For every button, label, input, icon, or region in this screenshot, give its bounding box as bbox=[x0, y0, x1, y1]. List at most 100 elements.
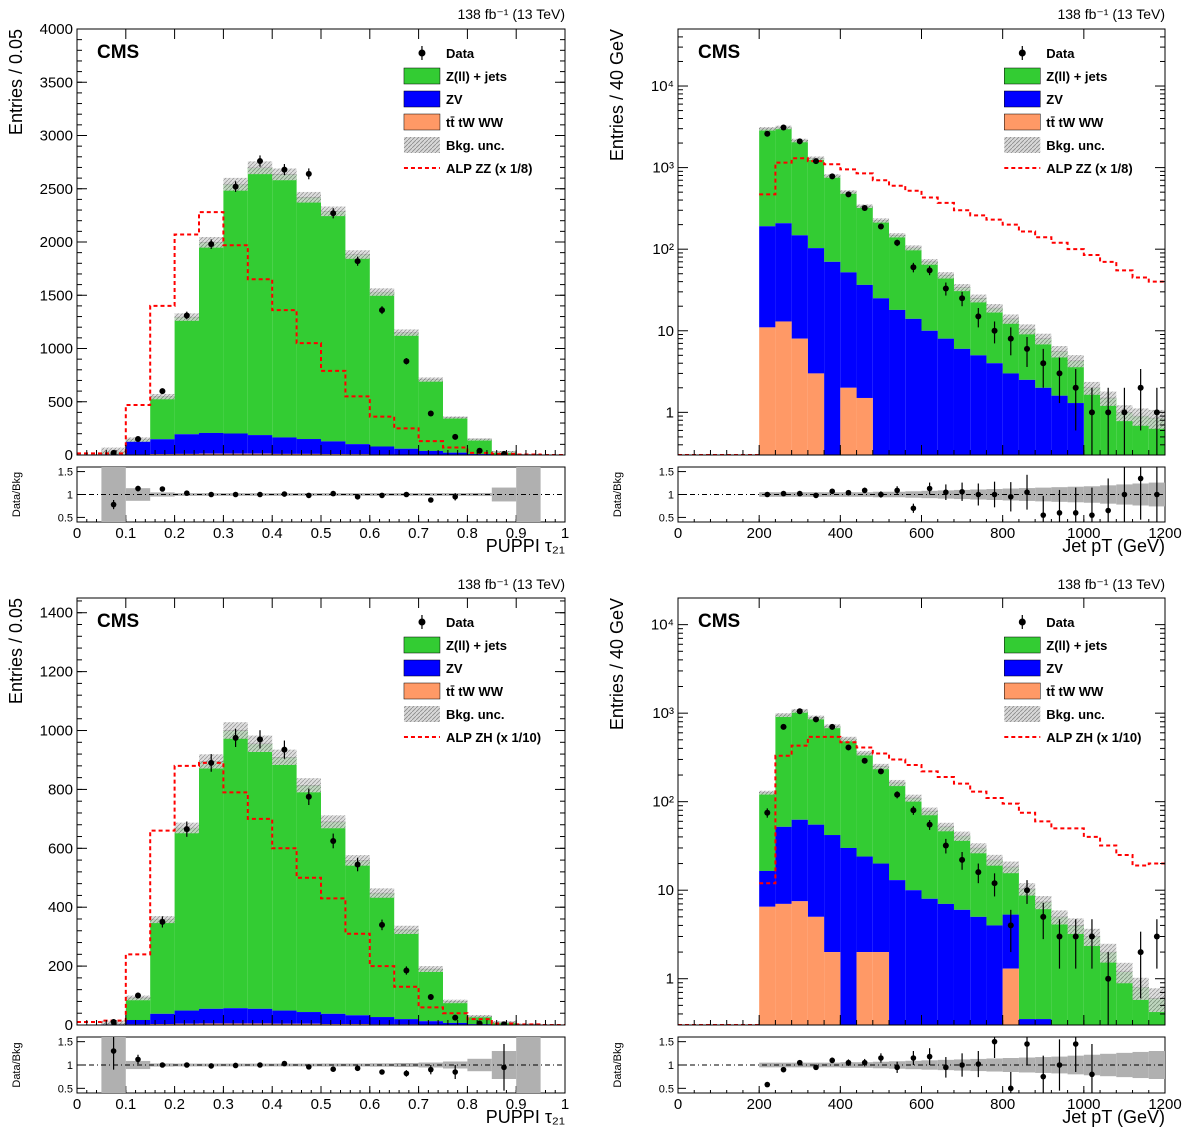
bkg-unc-band bbox=[321, 815, 346, 829]
lumi-label: 138 fb⁻¹ (13 TeV) bbox=[457, 576, 565, 592]
x-tick-label: 1200 bbox=[1148, 525, 1181, 542]
data-point bbox=[281, 746, 288, 753]
bkg-unc-band bbox=[840, 736, 857, 742]
data-point bbox=[403, 358, 410, 365]
y-tick-label: 0 bbox=[65, 447, 73, 464]
legend-label: ALP ZH (x 1/10) bbox=[1046, 730, 1141, 745]
data-point bbox=[894, 791, 901, 798]
bar-zv bbox=[150, 439, 175, 455]
bar-zv bbox=[418, 450, 443, 455]
x-axis-label: Jet pT (GeV) bbox=[1062, 1107, 1165, 1127]
bar-zjets bbox=[1083, 936, 1101, 1025]
data-point bbox=[829, 173, 836, 180]
bkg-unc-band bbox=[394, 329, 419, 336]
cms-label: CMS bbox=[97, 611, 139, 632]
bkg-unc-band bbox=[443, 416, 468, 419]
bar-zjets bbox=[807, 158, 825, 249]
legend-unc-swatch bbox=[403, 706, 440, 722]
bar-zv bbox=[953, 909, 971, 1025]
bar-zv bbox=[937, 338, 954, 455]
data-point bbox=[1056, 933, 1063, 940]
bar-zv bbox=[937, 903, 954, 1025]
bar-top bbox=[223, 1023, 248, 1025]
legend-unc-swatch bbox=[1004, 706, 1041, 722]
bar-zjets bbox=[905, 247, 922, 319]
bkg-unc-band bbox=[1035, 895, 1052, 910]
bkg-unc-band bbox=[394, 925, 419, 935]
bar-zjets bbox=[807, 717, 825, 825]
ratio-point bbox=[1040, 512, 1047, 518]
x-tick-label: 0.6 bbox=[359, 525, 380, 542]
bar-zjets bbox=[953, 835, 971, 910]
y-tick-label: 10⁴ bbox=[651, 78, 674, 95]
ratio-point bbox=[403, 1070, 410, 1077]
data-point bbox=[942, 285, 949, 292]
data-point bbox=[257, 158, 263, 165]
data-point bbox=[1105, 409, 1112, 416]
ratio-point bbox=[232, 1062, 239, 1069]
bar-zjets bbox=[467, 1016, 492, 1025]
y-tick-label: 10⁴ bbox=[651, 617, 674, 634]
ratio-point bbox=[845, 489, 852, 496]
data-point bbox=[991, 880, 998, 887]
bar-zv bbox=[272, 437, 297, 454]
legend-label: ALP ZZ (x 1/8) bbox=[446, 161, 532, 176]
bkg-unc-band bbox=[345, 250, 370, 259]
x-tick-label: 0.3 bbox=[213, 525, 234, 542]
ratio-point bbox=[991, 491, 998, 498]
ratio-point bbox=[184, 490, 190, 496]
bar-zv bbox=[199, 1008, 224, 1024]
data-point bbox=[501, 1021, 507, 1025]
x-tick-label: 0.4 bbox=[262, 1096, 283, 1113]
data-point bbox=[1088, 409, 1095, 416]
data-point bbox=[183, 312, 190, 319]
bar-zv bbox=[986, 363, 1003, 455]
bar-top bbox=[174, 1023, 199, 1025]
y-tick-label: 3500 bbox=[40, 74, 73, 91]
bar-top bbox=[1002, 968, 1019, 1025]
legend-label: Bkg. unc. bbox=[446, 707, 505, 722]
bar-zjets bbox=[921, 811, 938, 899]
bar-zv bbox=[223, 1008, 248, 1024]
bar-zjets bbox=[223, 730, 248, 1009]
y-tick-label: 10² bbox=[652, 794, 674, 811]
legend-data-marker bbox=[418, 49, 426, 57]
bar-zjets bbox=[272, 757, 297, 1011]
bar-zjets bbox=[247, 167, 273, 436]
bkg-unc-band bbox=[759, 790, 776, 795]
ratio-point bbox=[428, 1066, 434, 1073]
data-point bbox=[1056, 370, 1063, 377]
data-point bbox=[845, 744, 852, 751]
bkg-unc-band bbox=[889, 233, 906, 238]
ratio-y-tick-label: 1.5 bbox=[58, 1037, 73, 1049]
bar-zjets bbox=[921, 261, 938, 331]
lumi-label: 138 fb⁻¹ (13 TeV) bbox=[1057, 6, 1165, 22]
bar-top bbox=[296, 1023, 321, 1025]
legend-label: Z(ll) + jets bbox=[446, 69, 507, 84]
ratio-point bbox=[780, 1066, 787, 1073]
bar-zv bbox=[921, 330, 938, 455]
legend-label: tt̄ tW WW bbox=[446, 115, 504, 130]
bkg-unc-band bbox=[986, 304, 1003, 313]
ratio-point bbox=[1105, 507, 1111, 514]
data-point bbox=[1007, 335, 1014, 342]
signal-line bbox=[77, 761, 565, 1025]
bkg-unc-band bbox=[921, 807, 938, 816]
ratio-point bbox=[894, 1064, 900, 1071]
x-tick-label: 0.8 bbox=[457, 525, 478, 542]
y-tick-label: 10 bbox=[657, 323, 674, 340]
bar-zv bbox=[824, 261, 841, 455]
ratio-unc-band bbox=[418, 493, 443, 496]
data-point bbox=[764, 130, 771, 137]
ratio-point bbox=[878, 491, 884, 498]
legend-label: ALP ZH (x 1/10) bbox=[446, 730, 541, 745]
x-tick-label: 0.4 bbox=[262, 525, 283, 542]
ratio-point bbox=[894, 487, 900, 494]
data-point bbox=[452, 433, 459, 440]
x-tick-label: 0.1 bbox=[115, 525, 136, 542]
ratio-unc-band bbox=[467, 492, 492, 497]
bar-top bbox=[199, 1023, 224, 1025]
data-point bbox=[1072, 933, 1079, 940]
ratio-point bbox=[959, 488, 965, 495]
ratio-point bbox=[135, 1056, 141, 1063]
